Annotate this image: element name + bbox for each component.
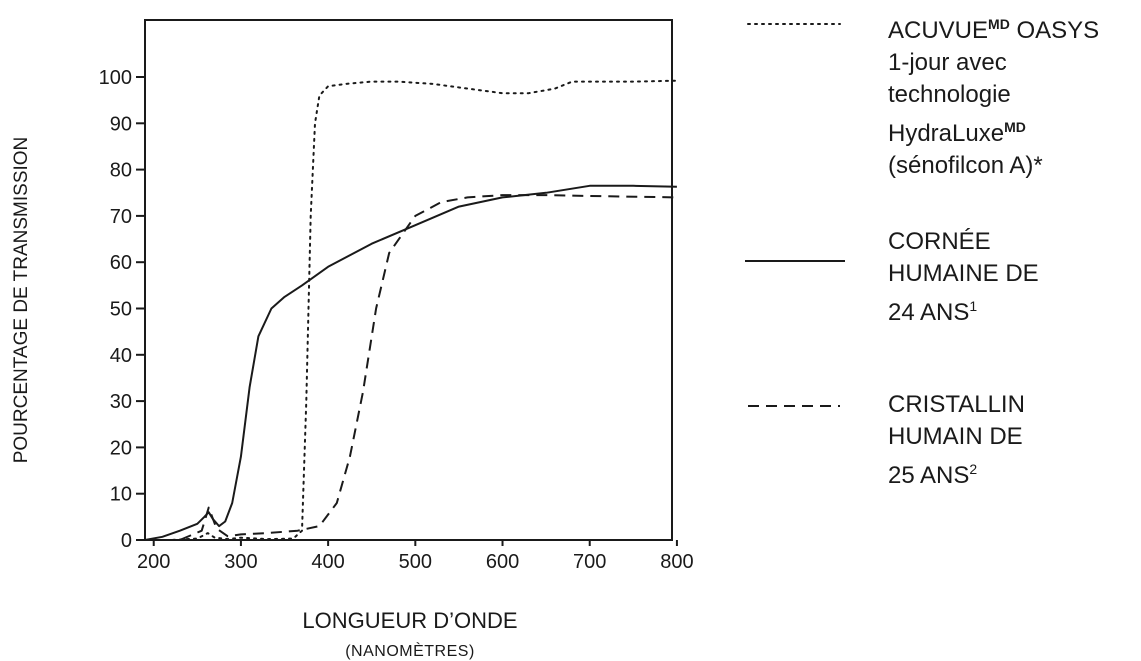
- x-tick-label: 600: [486, 551, 519, 573]
- legend-entry-line: HydraLuxeMD: [888, 111, 1099, 150]
- series-line-solid: [144, 184, 677, 541]
- y-tick-label: 80: [110, 160, 132, 182]
- series-lines: [144, 79, 678, 541]
- x-axis-label: LONGUEUR D’ONDE: [302, 608, 517, 633]
- legend-entry-line: ACUVUEMD OASYS: [888, 8, 1099, 47]
- legend-entry-line: 24 ANS1: [888, 290, 1039, 329]
- y-axis-ticks: 0 10 20 30 40 50 60 70 80 90 100: [99, 67, 145, 552]
- legend-text: (sénofilcon A)*: [888, 152, 1043, 179]
- y-tick-label: 30: [110, 391, 132, 413]
- series-line-dashed: [145, 194, 677, 541]
- legend-text: HUMAINE DE: [888, 260, 1039, 287]
- y-tick-label: 90: [110, 113, 132, 135]
- x-axis-ticks: 200 300 400 500 600 700 800: [137, 540, 694, 573]
- legend-entry-line: (sénofilcon A)*: [888, 150, 1099, 182]
- legend-superscript: 1: [969, 298, 978, 314]
- x-tick-label: 500: [399, 551, 432, 573]
- legend-text: OASYS: [1009, 17, 1100, 44]
- y-axis-label: POURCENTAGE DE TRANSMISSION: [11, 137, 32, 464]
- legend-text: 24 ANS: [888, 299, 970, 326]
- legend-entry-line: technologie: [888, 79, 1099, 111]
- legend-entry-dashed: CRISTALLIN HUMAIN DE 25 ANS2: [888, 389, 1025, 492]
- legend-text: ACUVUE: [888, 17, 989, 44]
- legend-text: 1-jour avec: [888, 49, 1007, 76]
- y-tick-label: 50: [110, 299, 132, 321]
- legend-entry-line: 1-jour avec: [888, 47, 1099, 79]
- x-tick-label: 700: [573, 551, 606, 573]
- legend-entry-line: HUMAINE DE: [888, 258, 1039, 290]
- y-tick-label: 0: [121, 530, 132, 552]
- legend-text: CRISTALLIN: [888, 391, 1025, 418]
- legend-entry-line: 25 ANS2: [888, 453, 1025, 492]
- y-tick-label: 70: [110, 206, 132, 228]
- x-tick-label: 400: [311, 551, 344, 573]
- y-tick-label: 60: [110, 252, 132, 274]
- y-tick-label: 20: [110, 437, 132, 459]
- legend-text: HydraLuxe: [888, 120, 1005, 147]
- legend-entry-line: CRISTALLIN: [888, 389, 1025, 421]
- legend-superscript: MD: [1004, 119, 1026, 135]
- x-axis-unit: (NANOMÈTRES): [345, 641, 475, 660]
- legend-entry-line: CORNÉE: [888, 226, 1039, 258]
- legend-superscript: 2: [969, 461, 978, 477]
- series-line-dotted: [144, 79, 678, 541]
- legend-text: technologie: [888, 81, 1011, 108]
- x-tick-label: 200: [137, 551, 170, 573]
- y-tick-label: 100: [99, 67, 132, 89]
- legend-text: 25 ANS: [888, 462, 970, 489]
- x-tick-label: 800: [660, 551, 693, 573]
- y-tick-label: 40: [110, 345, 132, 367]
- legend-text: CORNÉE: [888, 228, 991, 255]
- legend-entry-dotted: ACUVUEMD OASYS 1-jour avec technologie Hydr…: [888, 8, 1099, 182]
- legend-text: HUMAIN DE: [888, 423, 1023, 450]
- legend-entry-solid: CORNÉE HUMAINE DE 24 ANS1: [888, 226, 1039, 329]
- plot-frame: [144, 19, 673, 541]
- legend-entry-line: HUMAIN DE: [888, 421, 1025, 453]
- legend-swatches: [745, 23, 845, 407]
- legend-superscript: MD: [988, 16, 1010, 32]
- y-tick-label: 10: [110, 484, 132, 506]
- x-tick-label: 300: [224, 551, 257, 573]
